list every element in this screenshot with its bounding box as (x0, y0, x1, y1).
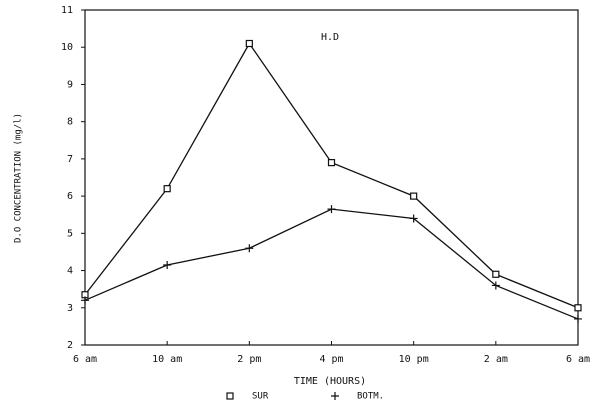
legend-label: BOTM. (357, 392, 384, 402)
data-point (327, 205, 336, 214)
x-tick-label: 2 am (484, 354, 508, 365)
x-axis-label: TIME (HOURS) (294, 376, 366, 387)
y-tick-label: 9 (67, 79, 73, 90)
y-tick-label: 5 (67, 228, 73, 239)
y-tick-label: 11 (61, 5, 73, 16)
data-point (245, 39, 253, 48)
data-point (491, 281, 500, 290)
x-tick-label: 6 am (73, 354, 97, 365)
legend-label: SUR (252, 392, 269, 402)
y-tick-label: 4 (67, 266, 73, 277)
data-point (492, 270, 500, 278)
annotation: H.D (321, 32, 339, 43)
plot-frame (84, 9, 579, 346)
data-point (327, 159, 336, 167)
data-point (81, 296, 89, 305)
data-point (574, 314, 582, 323)
legend-marker (226, 392, 234, 400)
y-tick-label: 3 (67, 303, 73, 314)
y-tick-label: 2 (67, 340, 73, 351)
x-tick-label: 6 am (566, 354, 590, 365)
data-point (410, 192, 418, 200)
y-tick-label: 8 (67, 117, 73, 128)
y-axis-label: D.O CONCENTRATION (mg/l) (14, 113, 24, 243)
data-point (163, 185, 171, 193)
series-line (84, 208, 579, 320)
y-tick-label: 10 (61, 42, 73, 53)
x-tick-label: 10 am (152, 354, 182, 365)
data-point (163, 260, 172, 269)
x-tick-label: 4 pm (319, 354, 343, 365)
legend-marker (331, 392, 339, 400)
y-tick-label: 6 (67, 191, 73, 202)
y-tick-label: 7 (67, 154, 73, 165)
data-point (409, 214, 418, 223)
data-point (245, 244, 254, 253)
data-point (574, 304, 582, 312)
x-tick-label: 2 pm (237, 354, 261, 365)
x-tick-label: 10 pm (399, 354, 429, 365)
